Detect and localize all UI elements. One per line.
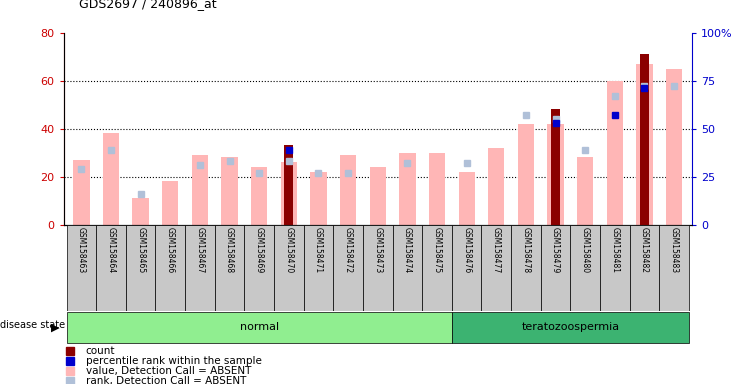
Bar [488, 148, 504, 225]
Bar [102, 134, 119, 225]
Text: GSM158477: GSM158477 [491, 227, 501, 273]
Bar [304, 225, 334, 311]
Bar [640, 54, 649, 225]
Bar [422, 225, 452, 311]
Bar [185, 225, 215, 311]
Bar [221, 157, 238, 225]
Text: count: count [85, 346, 115, 356]
Text: GSM158469: GSM158469 [254, 227, 264, 273]
Text: GSM158467: GSM158467 [195, 227, 204, 273]
Bar [334, 225, 363, 311]
Text: GSM158470: GSM158470 [284, 227, 293, 273]
Text: GSM158466: GSM158466 [166, 227, 175, 273]
Bar [73, 160, 90, 225]
Text: teratozoospermia: teratozoospermia [521, 322, 619, 333]
Bar [370, 167, 386, 225]
Text: GSM158471: GSM158471 [314, 227, 323, 273]
Text: rank, Detection Call = ABSENT: rank, Detection Call = ABSENT [85, 376, 246, 384]
Text: GSM158479: GSM158479 [551, 227, 560, 273]
Bar [67, 312, 452, 343]
Text: GSM158468: GSM158468 [225, 227, 234, 273]
Bar [132, 198, 149, 225]
Bar [577, 157, 593, 225]
Text: GSM158465: GSM158465 [136, 227, 145, 273]
Text: GSM158476: GSM158476 [462, 227, 471, 273]
Bar [245, 225, 274, 311]
Text: disease state: disease state [0, 320, 65, 331]
Text: GSM158483: GSM158483 [669, 227, 678, 273]
Text: value, Detection Call = ABSENT: value, Detection Call = ABSENT [85, 366, 251, 376]
Bar [482, 225, 511, 311]
Text: GSM158482: GSM158482 [640, 227, 649, 273]
Bar [156, 225, 185, 311]
Bar [630, 225, 659, 311]
Text: GSM158478: GSM158478 [521, 227, 530, 273]
Text: GSM158481: GSM158481 [610, 227, 619, 273]
Bar [280, 162, 297, 225]
Bar [399, 153, 416, 225]
Bar [637, 64, 652, 225]
Text: normal: normal [239, 322, 279, 333]
Text: GSM158464: GSM158464 [106, 227, 115, 273]
Bar [548, 124, 564, 225]
Text: GSM158463: GSM158463 [77, 227, 86, 273]
Bar [541, 225, 571, 311]
Bar [191, 155, 208, 225]
Bar [666, 69, 682, 225]
Bar [363, 225, 393, 311]
Bar [459, 172, 475, 225]
Bar [284, 146, 293, 225]
Text: GSM158474: GSM158474 [403, 227, 412, 273]
Bar [67, 225, 96, 311]
Bar [340, 155, 356, 225]
Bar [452, 225, 482, 311]
Text: GSM158480: GSM158480 [580, 227, 589, 273]
Bar [452, 312, 689, 343]
Text: GSM158475: GSM158475 [432, 227, 441, 273]
Bar [607, 81, 623, 225]
Bar [310, 172, 327, 225]
Bar [659, 225, 689, 311]
Bar [511, 225, 541, 311]
Bar [96, 225, 126, 311]
Text: percentile rank within the sample: percentile rank within the sample [85, 356, 262, 366]
Bar [251, 167, 267, 225]
Text: GSM158472: GSM158472 [343, 227, 352, 273]
Bar [551, 109, 560, 225]
Text: GDS2697 / 240896_at: GDS2697 / 240896_at [79, 0, 216, 10]
Bar [274, 225, 304, 311]
Bar [393, 225, 422, 311]
Text: GSM158473: GSM158473 [373, 227, 382, 273]
Bar [162, 182, 179, 225]
Bar [429, 153, 445, 225]
Bar [215, 225, 245, 311]
Bar [126, 225, 156, 311]
Bar [571, 225, 600, 311]
Bar [600, 225, 630, 311]
Bar [518, 124, 534, 225]
Text: ▶: ▶ [52, 322, 60, 333]
